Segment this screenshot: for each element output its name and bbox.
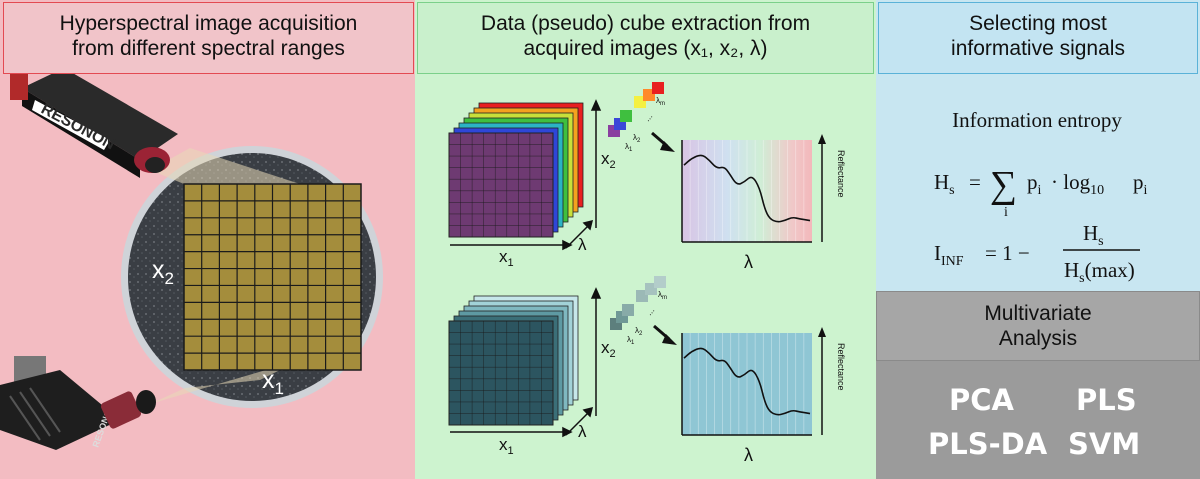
bottom-band-dots: ... [644,305,656,317]
axis-x1-label: x1 [262,366,284,398]
top-spectrum-curve [683,154,811,223]
mva-title-line1: Multivariate [984,302,1092,325]
top-band-lm: λm [656,96,665,107]
top-cube-axes [450,99,602,251]
bottom-x2-label: x2 [601,338,616,360]
eq2-numerator: Hs [1083,221,1104,249]
eq1-term1: pi [1027,170,1042,198]
bottom-band-l1: λ1 [627,335,635,346]
multivariate-analysis-header: Multivariate Analysis [876,291,1200,361]
top-band-l1: λ1 [625,142,633,153]
selection-header: Selecting most informative signals [878,2,1198,74]
bottom-band-lm: λm [658,290,667,301]
method-pls-da: PLS-DA [928,427,1048,461]
mva-title-line2: Analysis [998,327,1078,350]
top-x1-label: x1 [499,247,514,269]
bottom-lambda-label: λ [578,422,587,441]
multivariate-methods: PCA PLS PLS-DA SVM [876,361,1200,479]
top-x2-label: x2 [601,149,616,171]
bottom-cube-axes [450,287,602,438]
eq1-lhs: Hs [934,170,955,198]
top-band-stack [608,82,664,137]
acquisition-title-line1: Hyperspectral image acquisition [59,12,358,35]
selection-title-line1: Selecting most [969,12,1107,35]
eq1-term2: pi [1133,170,1148,198]
top-spectrum-plot [681,134,826,243]
entropy-formulas: Information entropy Hs = ∑ i pi · log10 … [934,108,1148,286]
information-index-equation: IINF = 1 − Hs Hs(max) [934,221,1140,286]
method-pca: PCA [949,383,1014,417]
bottom-band-stack [610,276,666,330]
bottom-spectrum-plot [681,327,826,436]
top-plot-xlabel: λ [744,252,753,272]
top-band-dots: ... [642,111,654,123]
bottom-x1-label: x1 [499,435,514,457]
bottom-arrow-icon [653,324,677,345]
bottom-plot-ylabel: Reflectance [836,343,846,391]
method-pls: PLS [1076,383,1137,417]
extraction-title-line2: acquired images (x₁, x₂, λ) [523,37,768,60]
acquisition-illustration: RESONON RESONON x2 x1 [0,74,383,450]
eq2-lhs: IINF [934,241,964,269]
extraction-illustration: x1 x2 λ x1 x2 λ λ1 λ2 λm ... λ1 λ2 λm ..… [448,82,846,465]
bottom-plot-xlabel: λ [744,445,753,465]
lower-light-beam [150,360,300,404]
sample-grid [183,183,362,371]
eq1-equals: = [969,170,981,194]
upper-camera-icon: RESONON [10,74,178,178]
upper-light-beam [150,148,300,184]
sum-symbol: ∑ [990,164,1017,206]
acquisition-title-line2: from different spectral ranges [72,37,345,60]
top-arrow-icon [651,131,675,152]
extraction-header: Data (pseudo) cube extraction from acqui… [417,2,874,74]
bottom-band-l2: λ2 [635,326,643,337]
eq2-rhs-prefix: = 1 − [985,241,1030,265]
selection-title-line2: informative signals [951,37,1125,60]
lower-camera-icon: RESONON [0,356,156,450]
pseudo-cube-bottom [448,295,579,426]
eq2-denominator: Hs(max) [1064,258,1135,286]
top-lambda-label: λ [578,235,587,254]
axis-x2-label: x2 [152,256,174,288]
top-plot-ylabel: Reflectance [836,150,846,198]
entropy-title: Information entropy [952,108,1122,132]
sum-index: i [1004,205,1008,220]
top-band-l2: λ2 [633,133,641,144]
eq1-log: · log10 [1051,170,1104,198]
acquisition-header: Hyperspectral image acquisition from dif… [3,2,414,74]
method-svm: SVM [1068,427,1141,461]
bottom-spectrum-curve [683,347,811,416]
hyperspectral-cube-top [448,102,584,238]
extraction-title-line1: Data (pseudo) cube extraction from [480,12,811,35]
entropy-equation: Hs = ∑ i pi · log10 pi [934,164,1148,220]
